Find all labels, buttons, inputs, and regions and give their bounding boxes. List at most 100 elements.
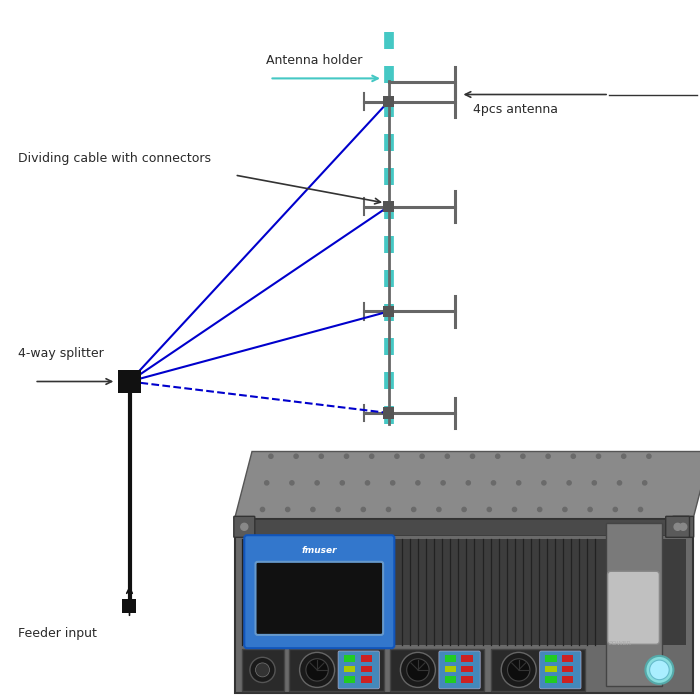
Circle shape bbox=[386, 508, 391, 512]
Bar bbox=[444, 676, 456, 682]
Circle shape bbox=[445, 454, 449, 458]
Circle shape bbox=[441, 481, 445, 485]
Circle shape bbox=[542, 481, 546, 485]
Circle shape bbox=[521, 454, 525, 458]
Circle shape bbox=[650, 660, 669, 680]
FancyBboxPatch shape bbox=[666, 517, 690, 538]
Circle shape bbox=[420, 454, 424, 458]
Circle shape bbox=[638, 508, 643, 512]
FancyBboxPatch shape bbox=[338, 651, 379, 689]
Circle shape bbox=[538, 508, 542, 512]
Circle shape bbox=[680, 524, 687, 531]
FancyBboxPatch shape bbox=[673, 517, 694, 538]
Circle shape bbox=[517, 481, 521, 485]
Circle shape bbox=[416, 481, 420, 485]
Circle shape bbox=[466, 481, 470, 485]
Bar bbox=[383, 306, 394, 317]
FancyBboxPatch shape bbox=[244, 536, 394, 648]
Circle shape bbox=[501, 652, 536, 687]
FancyBboxPatch shape bbox=[256, 562, 383, 635]
Bar bbox=[444, 655, 456, 662]
Circle shape bbox=[546, 454, 550, 458]
Circle shape bbox=[391, 481, 395, 485]
Text: fmuser: fmuser bbox=[302, 546, 337, 555]
FancyBboxPatch shape bbox=[439, 651, 480, 689]
Circle shape bbox=[370, 454, 374, 458]
Circle shape bbox=[269, 454, 273, 458]
Circle shape bbox=[256, 663, 270, 677]
Circle shape bbox=[647, 454, 651, 458]
Circle shape bbox=[588, 508, 592, 512]
Bar bbox=[562, 676, 573, 682]
Bar bbox=[344, 676, 355, 682]
Circle shape bbox=[470, 454, 475, 458]
Bar bbox=[383, 201, 394, 212]
Bar bbox=[461, 676, 472, 682]
Circle shape bbox=[290, 481, 294, 485]
Bar bbox=[545, 655, 557, 662]
Circle shape bbox=[300, 652, 335, 687]
Circle shape bbox=[407, 659, 429, 681]
Circle shape bbox=[592, 481, 596, 485]
Circle shape bbox=[250, 657, 275, 682]
Bar bbox=[606, 523, 662, 686]
Circle shape bbox=[567, 481, 571, 485]
Text: Dividing cable with connectors: Dividing cable with connectors bbox=[18, 151, 211, 164]
Bar bbox=[360, 676, 372, 682]
Circle shape bbox=[336, 508, 340, 512]
Circle shape bbox=[260, 508, 265, 512]
Circle shape bbox=[645, 656, 673, 684]
Bar bbox=[491, 649, 585, 691]
Bar bbox=[360, 655, 372, 662]
Circle shape bbox=[491, 481, 496, 485]
Circle shape bbox=[319, 454, 323, 458]
Circle shape bbox=[265, 481, 269, 485]
Bar bbox=[562, 666, 573, 672]
Circle shape bbox=[622, 454, 626, 458]
Circle shape bbox=[294, 454, 298, 458]
Circle shape bbox=[643, 481, 647, 485]
Polygon shape bbox=[234, 452, 700, 519]
Text: Feeder input: Feeder input bbox=[18, 627, 97, 640]
Circle shape bbox=[617, 481, 622, 485]
Circle shape bbox=[508, 659, 530, 681]
FancyBboxPatch shape bbox=[234, 517, 255, 538]
Circle shape bbox=[674, 524, 681, 531]
Circle shape bbox=[315, 481, 319, 485]
Circle shape bbox=[311, 508, 315, 512]
Circle shape bbox=[361, 508, 365, 512]
Bar bbox=[122, 598, 136, 612]
Text: Antenna holder: Antenna holder bbox=[266, 53, 363, 66]
Bar bbox=[383, 407, 394, 419]
Bar bbox=[344, 655, 355, 662]
Circle shape bbox=[241, 524, 248, 531]
Circle shape bbox=[571, 454, 575, 458]
Bar bbox=[390, 649, 484, 691]
Circle shape bbox=[344, 454, 349, 458]
Circle shape bbox=[487, 508, 491, 512]
Text: 4-way splitter: 4-way splitter bbox=[18, 347, 104, 360]
Circle shape bbox=[286, 508, 290, 512]
Bar bbox=[383, 96, 394, 107]
Bar bbox=[545, 676, 557, 682]
Bar bbox=[241, 649, 284, 691]
Circle shape bbox=[365, 481, 370, 485]
Circle shape bbox=[613, 508, 617, 512]
FancyBboxPatch shape bbox=[540, 651, 581, 689]
Circle shape bbox=[395, 454, 399, 458]
Circle shape bbox=[306, 659, 328, 681]
Circle shape bbox=[596, 454, 601, 458]
Circle shape bbox=[400, 652, 435, 687]
Bar bbox=[545, 666, 557, 672]
Bar bbox=[360, 666, 372, 672]
Bar bbox=[562, 655, 573, 662]
Bar bbox=[444, 666, 456, 672]
Circle shape bbox=[340, 481, 344, 485]
Bar bbox=[461, 655, 472, 662]
Bar bbox=[289, 649, 384, 691]
Bar bbox=[118, 370, 141, 393]
Bar bbox=[344, 666, 355, 672]
Bar bbox=[461, 666, 472, 672]
Bar bbox=[234, 519, 693, 535]
Circle shape bbox=[563, 508, 567, 512]
